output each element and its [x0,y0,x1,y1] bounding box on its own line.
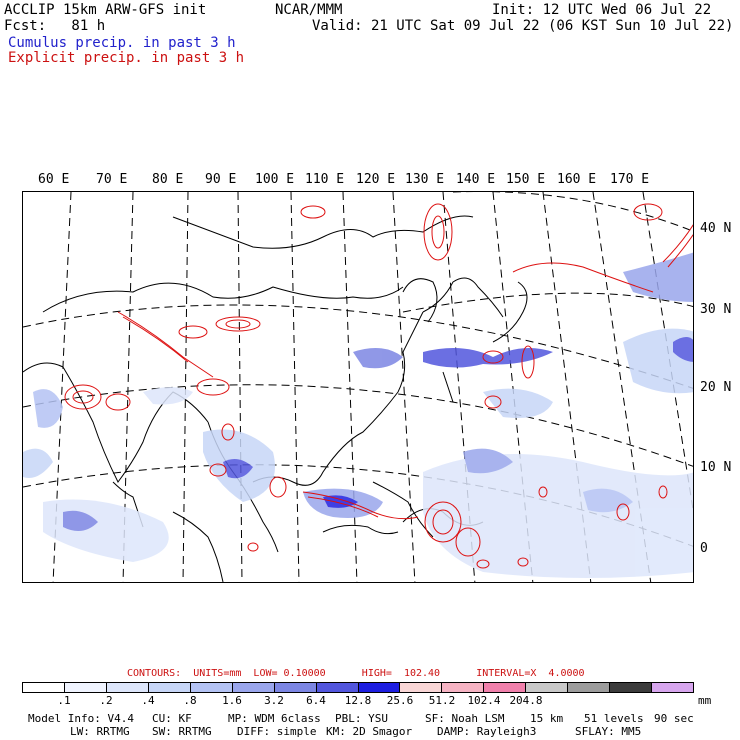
lat-label: 10 N [700,460,732,475]
footer-mp: MP: WDM 6class [228,712,321,725]
explicit-precip [64,203,693,569]
footer-lw: LW: RRTMG [70,725,130,738]
parallels [23,192,693,547]
colorbar-tick-label: 3.2 [264,694,284,707]
lon-label: 110 E [305,172,345,187]
colorbar-tick-label: .8 [183,694,197,707]
colorbar-tick-label: 102.4 [467,694,501,707]
lon-label: 150 E [506,172,546,187]
colorbar-swatch [610,683,653,692]
colorbar-tick-label: 25.6 [386,694,414,707]
colorbar-swatch [568,683,611,692]
lon-label: 80 E [152,172,184,187]
colorbar-swatch [442,683,485,692]
forecast-hour: Fcst: 81 h [4,18,106,34]
colorbar-swatch [64,683,107,692]
colorbar-tick-label: .1 [57,694,71,707]
lat-label: 20 N [700,380,732,395]
colorbar-tick-label: 6.4 [306,694,326,707]
lat-label: 30 N [700,302,732,317]
footer-cu: CU: KF [152,712,192,725]
colorbar-tick-label: .4 [141,694,155,707]
footer-model-info: Model Info: V4.4 [28,712,134,725]
colorbar-swatch [526,683,569,692]
colorbar-tick-label: 204.8 [509,694,543,707]
valid-time: Valid: 21 UTC Sat 09 Jul 22 (06 KST Sun … [312,18,734,34]
units-label: mm [698,694,712,707]
lon-label: 70 E [96,172,128,187]
footer-sw: SW: RRTMG [152,725,212,738]
colorbar-swatch [190,683,233,692]
lat-label: 40 N [700,221,732,236]
colorbar-swatch [400,683,443,692]
footer-resolution: 15 km [530,712,564,725]
colorbar-tick-label: 51.2 [428,694,456,707]
colorbar-swatch [106,683,149,692]
colorbar-swatch [484,683,527,692]
lon-label: 160 E [557,172,597,187]
colorbar-swatch [23,683,65,692]
colorbar-tick-label: 12.8 [344,694,372,707]
footer-sf: SF: Noah LSM [425,712,505,725]
lon-label: 130 E [405,172,445,187]
cumulus-precip [23,252,693,578]
colorbar-swatch [652,683,693,692]
lon-label: 90 E [205,172,237,187]
lon-label: 100 E [255,172,295,187]
lon-label: 140 E [456,172,496,187]
contour-info: CONTOURS: UNITS=mm LOW= 0.10000 HIGH= 10… [127,668,585,679]
legend-explicit: Explicit precip. in past 3 h [8,50,245,66]
init-time: Init: 12 UTC Wed 06 Jul 22 [492,2,712,18]
map-canvas [23,192,693,582]
center-label: NCAR/MMM [275,2,343,18]
colorbar-swatch [232,683,275,692]
footer-diff: DIFF: simple [237,725,317,738]
model-title: ACCLIP 15km ARW-GFS init [4,2,207,18]
footer-levels: 51 levels [584,712,644,725]
footer-km: KM: 2D Smagor [326,725,413,738]
footer-pbl: PBL: YSU [335,712,388,725]
colorbar-swatch [358,683,401,692]
footer-sflay: SFLAY: MM5 [575,725,642,738]
legend-cumulus: Cumulus precip. in past 3 h [8,35,236,51]
lon-label: 120 E [356,172,396,187]
colorbar-swatch [274,683,317,692]
lon-label: 60 E [38,172,70,187]
colorbar-swatch [148,683,191,692]
colorbar-tick-label: .2 [99,694,113,707]
colorbar-swatch [316,683,359,692]
lat-label: 0 [700,541,708,556]
footer-damp: DAMP: Rayleigh3 [437,725,537,738]
lon-label: 170 E [610,172,650,187]
precip-map [22,191,694,583]
footer-timestep: 90 sec [654,712,694,725]
colorbar-tick-label: 1.6 [222,694,242,707]
precip-colorbar [22,682,694,693]
